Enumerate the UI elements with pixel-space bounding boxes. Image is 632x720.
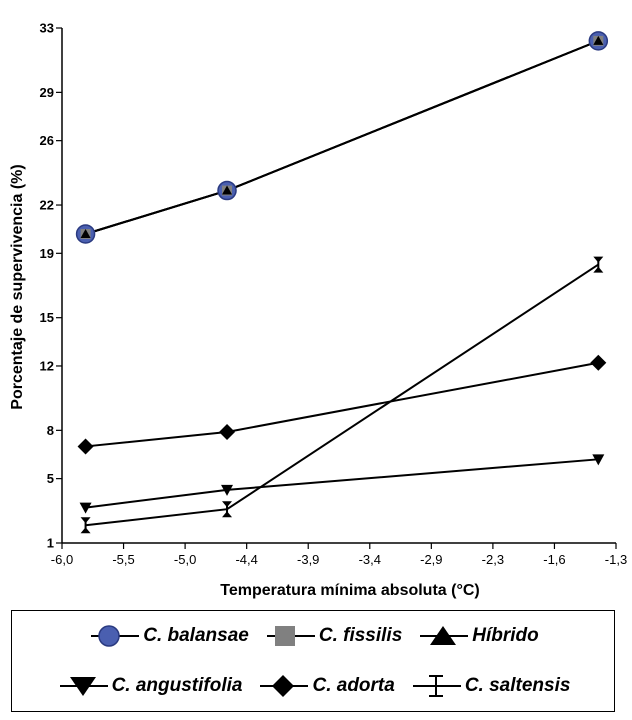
legend-item-hibrido: Híbrido	[416, 623, 539, 649]
y-tick-label-6: 22	[40, 198, 54, 213]
triangle-down-marker-icon	[59, 677, 108, 696]
legend-label-saltensis: C. saltensis	[464, 675, 571, 696]
diamond-marker-icon	[260, 675, 309, 697]
series-line-2	[85, 39, 599, 235]
legend-row-1: C. balansae C. fissilis Híbrido	[12, 611, 614, 661]
legend-label-adorta: C. adorta	[312, 675, 395, 696]
series-5-point-2-top	[593, 256, 604, 263]
legend-label-angustifolia: C. angustifolia	[111, 675, 243, 696]
x-axis-title: Temperatura mínima absoluta (°C)	[220, 582, 479, 599]
series-2-point-1	[222, 185, 233, 195]
legend-item-angustifolia: C. angustifolia	[56, 673, 243, 699]
series-4-point-1	[219, 423, 236, 440]
series-4-point-2	[590, 354, 607, 371]
y-tick-label-3: 12	[40, 358, 54, 373]
series-line-0	[85, 39, 599, 235]
y-tick-label-5: 19	[40, 246, 54, 261]
y-axis-title: Porcentaje de supervivencia (%)	[9, 164, 26, 409]
series-layer	[75, 31, 609, 534]
legend-label-balansae: C. balansae	[143, 625, 249, 646]
hourglass-marker-icon	[412, 675, 461, 697]
legend-item-fissilis: C. fissilis	[263, 623, 402, 649]
y-tick-label-2: 8	[47, 423, 54, 438]
legend-item-adorta: C. adorta	[256, 673, 395, 699]
series-5-point-0-top	[80, 517, 91, 524]
x-tick-label-4: -3,9	[297, 552, 319, 567]
x-tick-label-3: -4,4	[235, 552, 257, 567]
series-3-point-0	[79, 502, 92, 514]
series-line-3	[85, 458, 599, 509]
x-tick-label-1: -5,5	[112, 552, 134, 567]
series-5-point-1	[222, 501, 233, 518]
y-tick-label-1: 5	[47, 471, 54, 486]
legend-label-hibrido: Híbrido	[472, 625, 539, 646]
y-tick-label-7: 26	[40, 133, 54, 148]
series-5-point-0	[80, 517, 91, 534]
series-line-1	[85, 39, 599, 235]
legend: C. balansae C. fissilis Híbrido C. angus…	[11, 610, 615, 712]
x-tick-label-8: -1,6	[543, 552, 565, 567]
y-tick-label-4: 15	[40, 310, 54, 325]
y-tick-label-9: 33	[40, 21, 54, 36]
legend-row-2: C. angustifolia C. adorta C. saltensis	[12, 661, 614, 711]
legend-item-saltensis: C. saltensis	[409, 673, 571, 699]
series-5-point-0-bottom	[80, 527, 91, 534]
series-5-point-1-top	[222, 501, 233, 508]
series-5-point-2-bottom	[593, 266, 604, 273]
series-line-5	[85, 263, 599, 527]
legend-label-fissilis: C. fissilis	[318, 625, 403, 646]
series-3-point-2	[592, 454, 605, 466]
x-tick-label-5: -3,4	[359, 552, 381, 567]
x-tick-label-0: -6,0	[51, 552, 73, 567]
series-2-point-2	[593, 35, 604, 45]
square-marker-icon	[266, 626, 315, 646]
series-2-point-0	[80, 229, 91, 238]
series-5-point-1-bottom	[222, 511, 233, 518]
circle-marker-icon	[91, 625, 140, 647]
series-3-point-1	[221, 484, 234, 496]
triangle-up-marker-icon	[420, 626, 469, 645]
x-tick-label-6: -2,9	[420, 552, 442, 567]
series-5-point-2	[593, 256, 604, 273]
series-4-point-0	[77, 438, 94, 455]
x-tick-label-9: -1,3	[605, 552, 627, 567]
y-tick-label-8: 29	[40, 85, 54, 100]
y-tick-label-0: 1	[47, 536, 54, 551]
legend-item-balansae: C. balansae	[87, 623, 249, 649]
x-tick-label-7: -2,3	[482, 552, 504, 567]
x-tick-label-2: -5,0	[174, 552, 196, 567]
